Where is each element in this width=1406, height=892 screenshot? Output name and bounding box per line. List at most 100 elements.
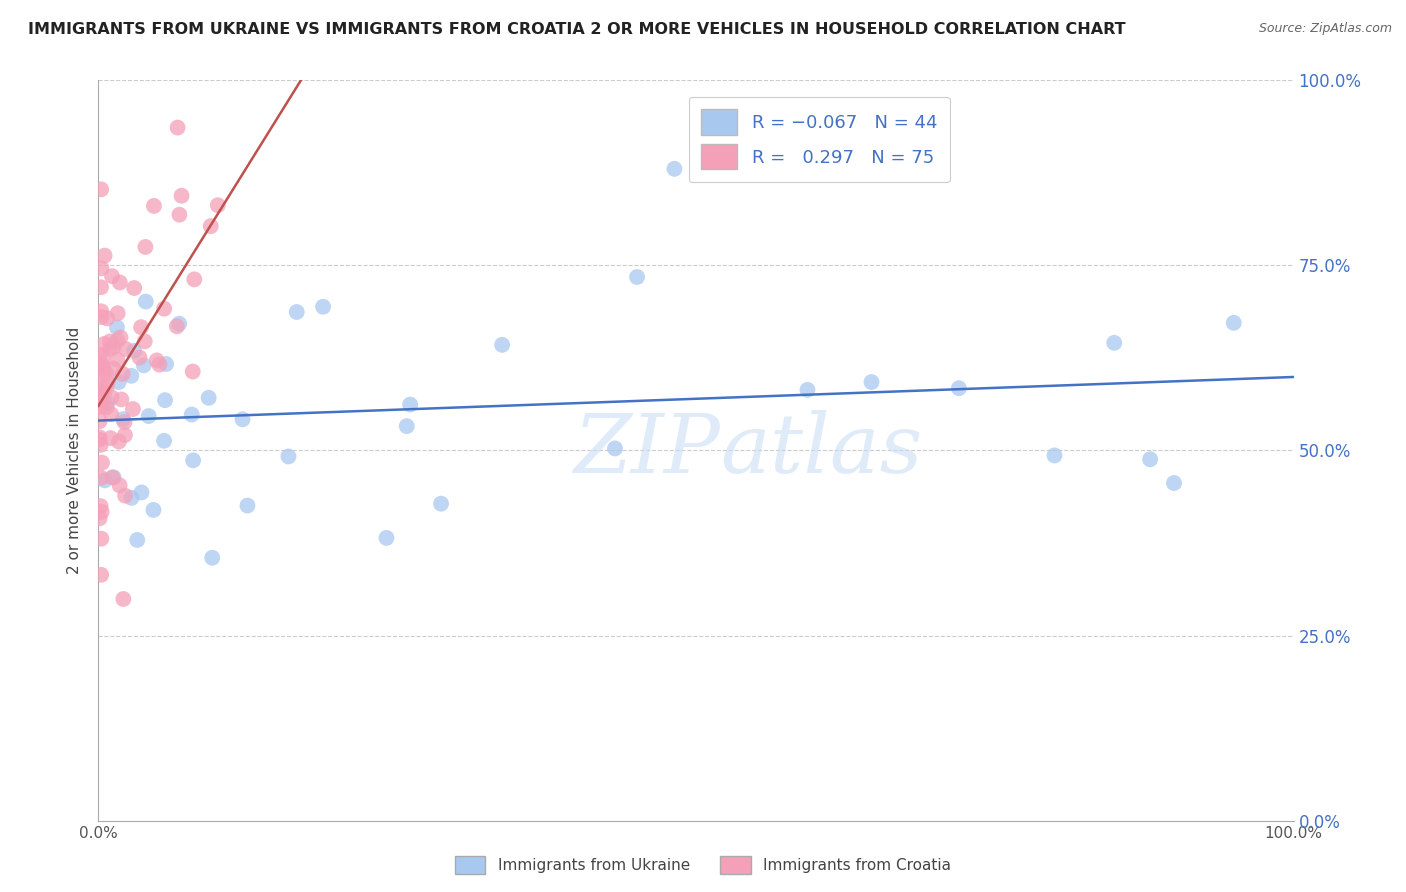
- Point: [166, 120, 188, 135]
- Point: [108, 478, 131, 492]
- Point: [167, 317, 190, 331]
- Point: [101, 269, 124, 284]
- Point: [128, 351, 150, 365]
- Point: [664, 161, 686, 176]
- Point: [132, 359, 155, 373]
- Point: [105, 352, 128, 367]
- Point: [90, 499, 112, 513]
- Point: [201, 550, 224, 565]
- Point: [395, 419, 418, 434]
- Point: [155, 357, 177, 371]
- Point: [89, 511, 111, 525]
- Point: [89, 414, 111, 428]
- Point: [181, 453, 204, 467]
- Point: [134, 240, 156, 254]
- Point: [142, 503, 165, 517]
- Text: ZIP: ZIP: [574, 410, 720, 491]
- Point: [181, 365, 204, 379]
- Point: [93, 249, 115, 263]
- Point: [100, 407, 122, 421]
- Point: [100, 390, 122, 404]
- Point: [105, 320, 128, 334]
- Point: [103, 470, 125, 484]
- Point: [122, 281, 145, 295]
- Point: [110, 330, 132, 344]
- Point: [131, 485, 153, 500]
- Y-axis label: 2 or more Vehicles in Household: 2 or more Vehicles in Household: [67, 326, 83, 574]
- Point: [89, 433, 111, 447]
- Point: [285, 305, 308, 319]
- Point: [153, 301, 176, 316]
- Point: [114, 428, 136, 442]
- Point: [1163, 476, 1185, 491]
- Point: [145, 353, 167, 368]
- Point: [491, 338, 513, 352]
- Point: [114, 489, 136, 503]
- Point: [153, 393, 176, 408]
- Point: [91, 351, 114, 365]
- Point: [166, 319, 188, 334]
- Point: [91, 456, 114, 470]
- Point: [115, 342, 138, 356]
- Point: [89, 430, 111, 444]
- Point: [207, 198, 229, 212]
- Point: [277, 450, 299, 464]
- Point: [103, 361, 125, 376]
- Point: [96, 381, 118, 395]
- Point: [1104, 335, 1126, 350]
- Point: [135, 294, 157, 309]
- Point: [108, 276, 131, 290]
- Point: [626, 270, 648, 285]
- Point: [89, 387, 111, 401]
- Point: [107, 306, 129, 320]
- Point: [110, 392, 132, 407]
- Point: [169, 208, 191, 222]
- Point: [1043, 449, 1066, 463]
- Point: [107, 375, 129, 389]
- Point: [860, 375, 883, 389]
- Point: [90, 310, 112, 324]
- Point: [112, 412, 135, 426]
- Point: [108, 434, 131, 449]
- Point: [129, 320, 152, 334]
- Point: [89, 400, 111, 414]
- Point: [122, 402, 145, 417]
- Point: [98, 334, 121, 349]
- Point: [1223, 316, 1246, 330]
- Point: [142, 199, 165, 213]
- Point: [91, 366, 114, 380]
- Point: [107, 334, 129, 348]
- Point: [399, 398, 422, 412]
- Text: Source: ZipAtlas.com: Source: ZipAtlas.com: [1258, 22, 1392, 36]
- Point: [120, 368, 142, 383]
- Point: [312, 300, 335, 314]
- Point: [430, 497, 453, 511]
- Point: [121, 491, 143, 505]
- Text: atlas: atlas: [720, 410, 922, 491]
- Point: [96, 376, 118, 390]
- Point: [111, 367, 134, 381]
- Point: [96, 366, 118, 380]
- Text: IMMIGRANTS FROM UKRAINE VS IMMIGRANTS FROM CROATIA 2 OR MORE VEHICLES IN HOUSEHO: IMMIGRANTS FROM UKRAINE VS IMMIGRANTS FR…: [28, 22, 1126, 37]
- Point: [197, 391, 219, 405]
- Point: [148, 358, 170, 372]
- Point: [948, 381, 970, 395]
- Point: [183, 272, 205, 286]
- Legend: Immigrants from Ukraine, Immigrants from Croatia: Immigrants from Ukraine, Immigrants from…: [449, 850, 957, 880]
- Point: [1139, 452, 1161, 467]
- Point: [180, 408, 202, 422]
- Point: [90, 505, 112, 519]
- Point: [90, 438, 112, 452]
- Point: [93, 386, 115, 401]
- Point: [98, 342, 121, 356]
- Point: [91, 359, 114, 373]
- Point: [90, 261, 112, 276]
- Point: [375, 531, 398, 545]
- Point: [90, 532, 112, 546]
- Point: [93, 361, 115, 376]
- Point: [127, 533, 149, 547]
- Point: [96, 311, 118, 326]
- Point: [101, 470, 124, 484]
- Point: [93, 337, 115, 351]
- Point: [153, 434, 176, 448]
